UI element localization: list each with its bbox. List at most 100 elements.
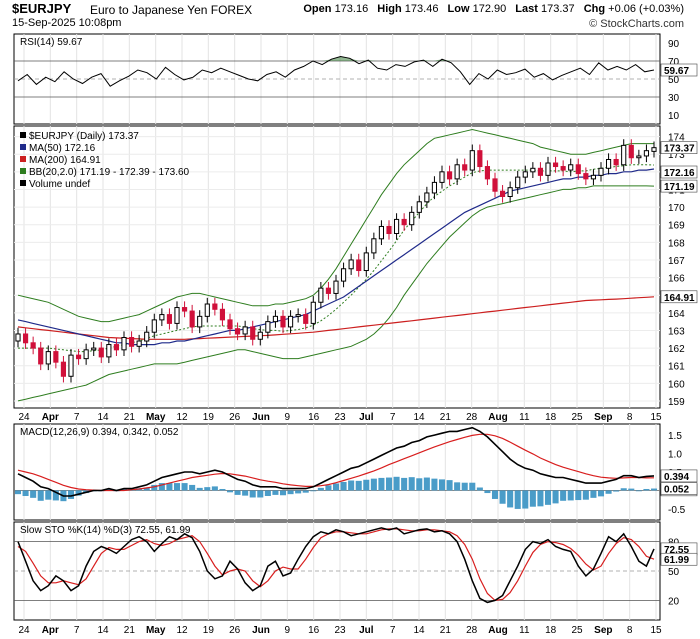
macd-histogram-bar [226, 490, 234, 493]
macd-histogram-bar [575, 490, 582, 501]
candle-body [590, 174, 597, 180]
macd-histogram-bar [363, 479, 370, 491]
legend-swatch [20, 144, 26, 150]
candle-body [583, 173, 589, 180]
macd-hist-tag-box [660, 482, 698, 495]
macd-histogram-bar [264, 490, 271, 496]
candle-body [219, 308, 226, 321]
candle-body [507, 187, 513, 197]
symbol-label: $EURJPY [12, 1, 72, 16]
x-axis-label: May [146, 412, 166, 423]
candle-body [257, 331, 263, 340]
price-tick-label: 168 [668, 238, 685, 249]
watermark: © StockCharts.com [589, 18, 684, 30]
x-axis-label: Jun [252, 412, 270, 423]
candle-body [575, 164, 581, 175]
x-axis-label-bottom: Jun [252, 625, 270, 636]
macd-histogram-bar [332, 483, 340, 491]
price-tag-box [660, 179, 698, 193]
open-value: 173.16 [334, 3, 369, 15]
price-tick-label: 160 [668, 379, 685, 390]
x-axis-label-bottom: 24 [18, 625, 30, 636]
macd-histogram-bar [499, 490, 506, 504]
candle-body [22, 333, 29, 344]
legend-entry: Volume undef [29, 179, 90, 190]
candle-body [628, 144, 634, 159]
x-axis-label-bottom: 7 [390, 625, 396, 636]
open-label: Open [303, 3, 332, 15]
legend-swatch [20, 156, 26, 162]
macd-histogram-bar [454, 482, 461, 491]
stochastic-tick-label: 20 [668, 596, 680, 607]
macd-histogram-bar [45, 490, 52, 500]
candle-body [439, 171, 445, 183]
rsi-line [17, 55, 655, 87]
x-axis-label: Apr [42, 412, 59, 423]
candle-body [234, 328, 241, 335]
candle-body [393, 218, 400, 235]
macd-histogram-bar [340, 481, 347, 491]
macd-histogram-bar [257, 490, 264, 498]
macd-histogram-bar [560, 490, 567, 501]
high-value: 173.46 [404, 3, 439, 15]
price-tick-label: 161 [668, 362, 685, 373]
macd-tag: 0.394 [664, 472, 689, 483]
stochastic-title: Slow STO %K(14) %D(3) 72.55, 61.99 [20, 525, 191, 536]
candle-body [83, 349, 89, 360]
legend-entry: MA(50) 172.16 [29, 143, 96, 154]
x-axis-label: 28 [466, 412, 478, 423]
price-tag-box [660, 141, 698, 154]
x-axis-label-bottom: 25 [571, 625, 583, 636]
x-axis-label-bottom: 7 [74, 625, 80, 636]
macd-histogram-bar [22, 490, 29, 496]
rsi-tick-label: 30 [668, 93, 680, 104]
candle-body [60, 361, 67, 377]
macd-signal-line [17, 433, 655, 492]
macd-histogram-bar [431, 478, 438, 491]
price-tick-label: 162 [668, 344, 685, 355]
x-axis-label-bottom: Aug [488, 625, 507, 636]
price-tick-label: 169 [668, 221, 685, 232]
candle-body [401, 218, 407, 226]
stochastic-d-tag-box [660, 552, 698, 566]
candle-body [106, 344, 112, 358]
macd-histogram-bar [348, 480, 355, 491]
macd-histogram-bar [628, 488, 635, 491]
x-axis-label-bottom: 23 [334, 625, 346, 636]
candle-body [159, 314, 165, 321]
rsi-last-tag-box [660, 63, 698, 77]
macd-histogram-bar [204, 487, 211, 491]
candle-body [613, 158, 619, 166]
macd-histogram-bar [272, 490, 279, 495]
macd-histogram-bar [620, 488, 627, 491]
x-axis-label-bottom: 21 [440, 625, 452, 636]
price-tick-label: 159 [668, 397, 685, 408]
legend-swatch [20, 168, 26, 174]
rsi-tick-label: 10 [668, 111, 680, 122]
candle-body [530, 167, 536, 173]
macd-histogram-bar [242, 490, 249, 496]
x-axis-label: 18 [545, 412, 557, 423]
macd-panel [13, 423, 661, 521]
candle-body [68, 354, 74, 377]
x-axis-label: 12 [176, 412, 188, 423]
macd-histogram-bar [105, 488, 112, 491]
candle-body [15, 333, 21, 342]
candle-body [250, 326, 256, 340]
candle-body [75, 354, 82, 360]
candle-body [484, 166, 491, 180]
candle-body [340, 268, 347, 282]
macd-histogram-bar [189, 484, 196, 491]
macd-histogram-bar [635, 490, 642, 492]
price-tick-label: 163 [668, 326, 685, 337]
macd-histogram-bar [597, 490, 605, 497]
x-axis-label: 21 [440, 412, 452, 423]
x-axis-label: 15 [650, 412, 662, 423]
macd-histogram-bar [75, 490, 82, 496]
candle-body [378, 225, 385, 240]
x-axis-label-bottom: 9 [285, 625, 291, 636]
candle-body [424, 192, 430, 203]
candle-body [522, 171, 528, 178]
x-axis-label: 14 [413, 412, 425, 423]
